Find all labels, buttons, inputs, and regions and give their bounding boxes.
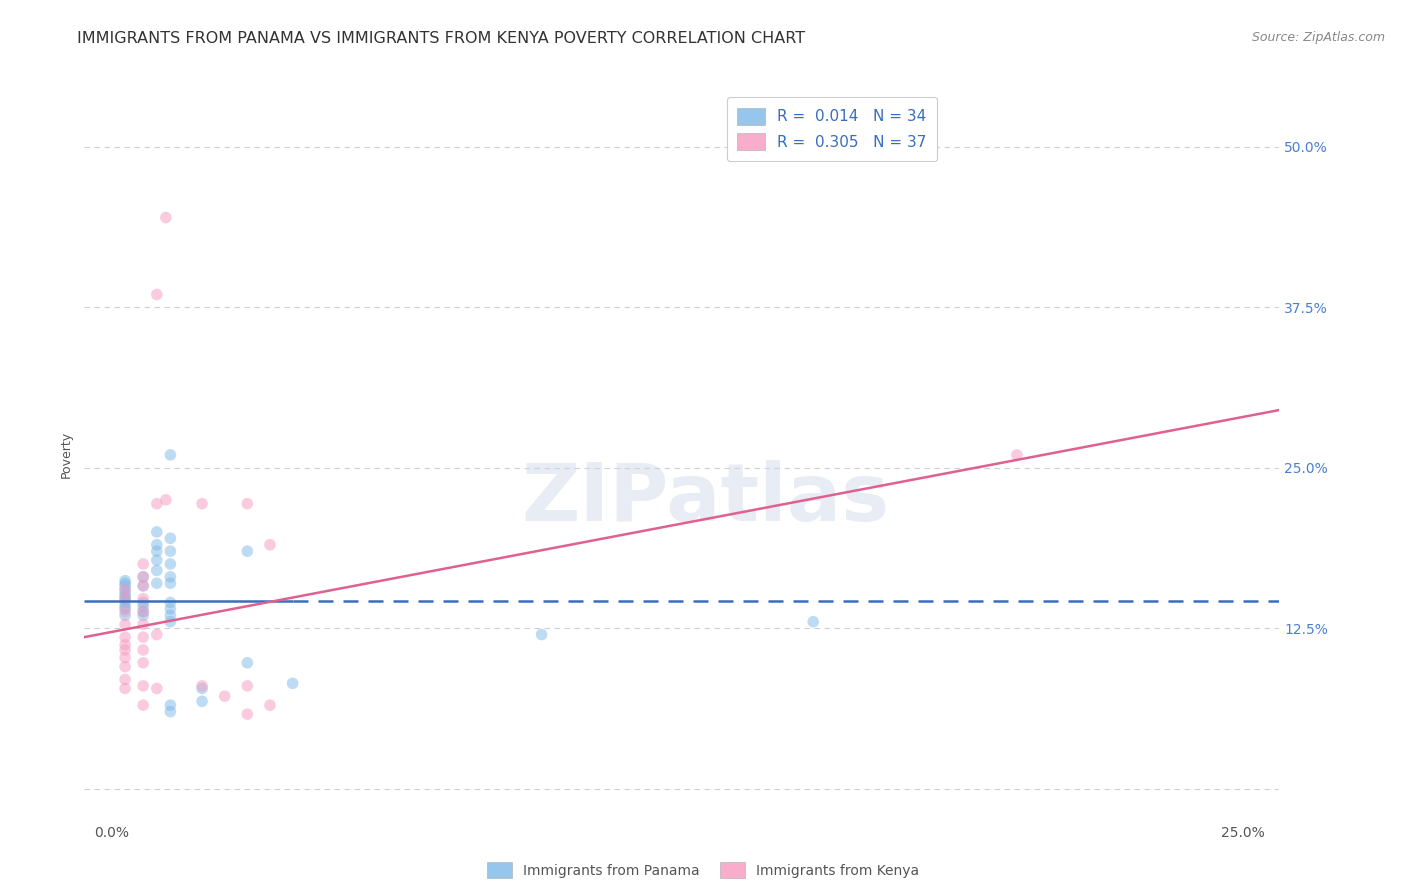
Point xyxy=(132,579,155,593)
Point xyxy=(146,681,169,696)
Point xyxy=(114,576,136,591)
Point xyxy=(132,605,155,619)
Point xyxy=(132,630,155,644)
Point xyxy=(132,617,155,632)
Point xyxy=(191,497,214,511)
Point xyxy=(114,681,136,696)
Point xyxy=(132,570,155,584)
Point xyxy=(114,591,136,606)
Point xyxy=(191,681,214,696)
Legend: Immigrants from Panama, Immigrants from Kenya: Immigrants from Panama, Immigrants from … xyxy=(479,855,927,885)
Y-axis label: Poverty: Poverty xyxy=(59,432,73,478)
Point xyxy=(114,595,136,609)
Point xyxy=(114,591,136,606)
Point xyxy=(146,544,169,558)
Point xyxy=(132,570,155,584)
Point xyxy=(132,679,155,693)
Point xyxy=(114,582,136,597)
Point xyxy=(114,673,136,687)
Point xyxy=(114,589,136,603)
Point xyxy=(159,532,181,546)
Point xyxy=(159,595,181,609)
Point xyxy=(114,659,136,673)
Point xyxy=(259,538,281,552)
Point xyxy=(146,497,169,511)
Point xyxy=(236,497,259,511)
Point xyxy=(146,538,169,552)
Point xyxy=(114,586,136,600)
Point xyxy=(132,643,155,657)
Point xyxy=(132,608,155,623)
Point xyxy=(132,557,155,571)
Point xyxy=(114,599,136,614)
Point xyxy=(114,643,136,657)
Point xyxy=(159,698,181,713)
Point xyxy=(159,557,181,571)
Point xyxy=(114,608,136,623)
Point xyxy=(146,627,169,641)
Point xyxy=(114,630,136,644)
Point xyxy=(236,656,259,670)
Point xyxy=(155,211,177,225)
Point xyxy=(801,615,824,629)
Point xyxy=(146,563,169,577)
Point xyxy=(159,576,181,591)
Point xyxy=(530,627,553,641)
Point xyxy=(236,544,259,558)
Point xyxy=(132,591,155,606)
Point xyxy=(159,602,181,616)
Point xyxy=(236,679,259,693)
Point xyxy=(155,492,177,507)
Point xyxy=(132,698,155,713)
Point xyxy=(146,576,169,591)
Point xyxy=(146,287,169,301)
Point xyxy=(159,705,181,719)
Point xyxy=(146,524,169,539)
Point xyxy=(236,707,259,722)
Legend: R =  0.014   N = 34, R =  0.305   N = 37: R = 0.014 N = 34, R = 0.305 N = 37 xyxy=(727,97,938,161)
Point xyxy=(114,579,136,593)
Point xyxy=(114,617,136,632)
Text: Source: ZipAtlas.com: Source: ZipAtlas.com xyxy=(1251,31,1385,45)
Point xyxy=(259,698,281,713)
Point xyxy=(159,608,181,623)
Point xyxy=(114,582,136,597)
Point xyxy=(1005,448,1028,462)
Point xyxy=(281,676,304,690)
Point xyxy=(214,689,236,703)
Point xyxy=(191,679,214,693)
Point xyxy=(114,602,136,616)
Text: IMMIGRANTS FROM PANAMA VS IMMIGRANTS FROM KENYA POVERTY CORRELATION CHART: IMMIGRANTS FROM PANAMA VS IMMIGRANTS FRO… xyxy=(77,31,806,46)
Text: ZIPatlas: ZIPatlas xyxy=(522,459,890,538)
Point xyxy=(146,553,169,567)
Point xyxy=(159,570,181,584)
Point xyxy=(132,599,155,614)
Point xyxy=(159,615,181,629)
Point xyxy=(132,595,155,609)
Point xyxy=(191,694,214,708)
Point xyxy=(114,605,136,619)
Point xyxy=(132,605,155,619)
Point xyxy=(114,650,136,665)
Point xyxy=(159,544,181,558)
Point xyxy=(132,656,155,670)
Point xyxy=(114,574,136,588)
Point xyxy=(114,638,136,652)
Point xyxy=(132,579,155,593)
Point xyxy=(159,448,181,462)
